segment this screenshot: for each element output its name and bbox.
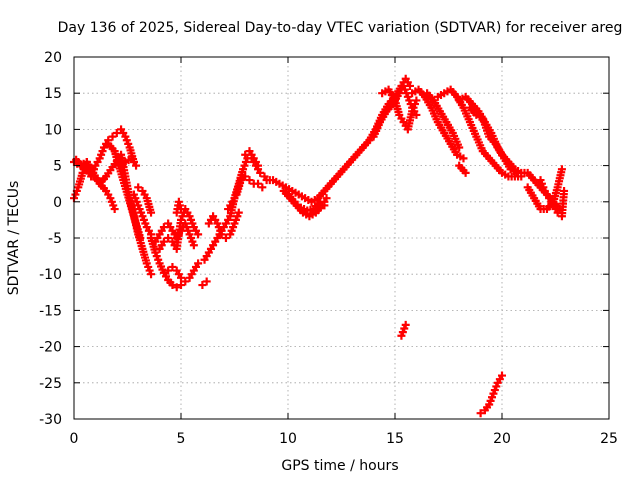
data-point [177,205,185,214]
data-point [557,165,566,174]
axis-ticks [73,56,610,420]
grid [74,57,609,419]
x-tick-label: 0 [70,431,79,447]
y-tick-label: 20 [44,50,62,66]
data-point [560,186,569,195]
data-point [177,273,185,282]
data-point [168,262,177,271]
series-track-af [397,320,410,340]
data-point [110,205,119,214]
series-track-t [284,190,329,215]
data-point [147,208,156,217]
y-tick-label: 5 [53,159,62,175]
data-point [168,281,177,290]
x-tick-label: 5 [177,431,186,447]
x-tick-label: 20 [493,431,511,447]
data-point [194,230,203,239]
data-point [476,409,485,418]
data-point [189,241,198,250]
data-point [236,176,245,185]
x-tick-label: 25 [600,431,618,447]
series-track-o [224,172,267,214]
data-point [461,168,470,177]
y-axis-label: SDTVAR / TECUs [6,181,22,296]
series-track-q [241,147,263,170]
data-point [147,270,156,279]
data-point [198,281,207,290]
data-point [245,176,254,185]
data-point [455,143,464,152]
y-tick-label: -5 [48,231,62,247]
y-tick-label: 15 [44,86,62,102]
data-point [194,259,203,268]
series-track-n [204,208,243,242]
y-tick-label: -30 [39,412,62,428]
data-point [181,277,190,286]
data-point [254,179,263,188]
x-axis-label: GPS time / hours [281,458,398,474]
series-track-p [198,277,211,290]
data-point [108,132,117,141]
data-point [254,161,263,170]
data-point [322,194,331,203]
series-track-f [129,190,156,239]
series-track-w [378,85,421,134]
series-track-h [147,234,185,292]
data-point [132,161,141,170]
y-tick-label: -10 [39,267,62,283]
series-track-x [408,85,468,163]
data-point [256,168,265,177]
data-point [234,208,243,217]
y-tick-label: -25 [39,376,62,392]
data-point [241,172,250,181]
data-point [320,201,329,210]
y-axis-tick-labels: 20 15 10 5 0 -5 -10 -15 -20 -25 -30 [39,50,62,428]
data-markers [70,74,569,418]
data-point [177,281,185,290]
series-track-r [262,176,335,206]
data-point [172,283,181,292]
data-point [412,96,421,105]
series-track-g [134,183,156,217]
data-point [217,230,226,239]
series-track-l [172,197,185,217]
series-track-ac [455,161,470,177]
data-point [164,266,173,275]
series-track-e [117,150,156,279]
data-point [258,183,267,192]
y-tick-label: 10 [44,122,62,138]
series-track-i [164,259,203,286]
data-point [164,234,173,242]
chart-title: Day 136 of 2025, Sidereal Day-to-day VTE… [58,20,623,36]
y-tick-label: -15 [39,303,62,319]
series-track-k [155,205,203,253]
x-tick-label: 15 [386,431,404,447]
data-point [401,320,410,329]
data-point [316,197,325,206]
x-tick-label: 10 [279,431,297,447]
data-point [221,234,230,242]
y-tick-label: 0 [53,195,62,211]
data-point [498,371,506,380]
y-tick-label: -20 [39,340,62,356]
x-axis-tick-labels: 0 5 10 15 20 25 [70,431,618,447]
series-track-ag [476,371,506,418]
series-track-ad [523,165,566,214]
data-point [134,183,143,192]
series-track-m [200,154,269,264]
data-point [159,237,168,246]
data-point [459,154,468,163]
series-track-y [423,89,464,152]
data-point [202,277,211,286]
series-track-ae [536,176,569,221]
